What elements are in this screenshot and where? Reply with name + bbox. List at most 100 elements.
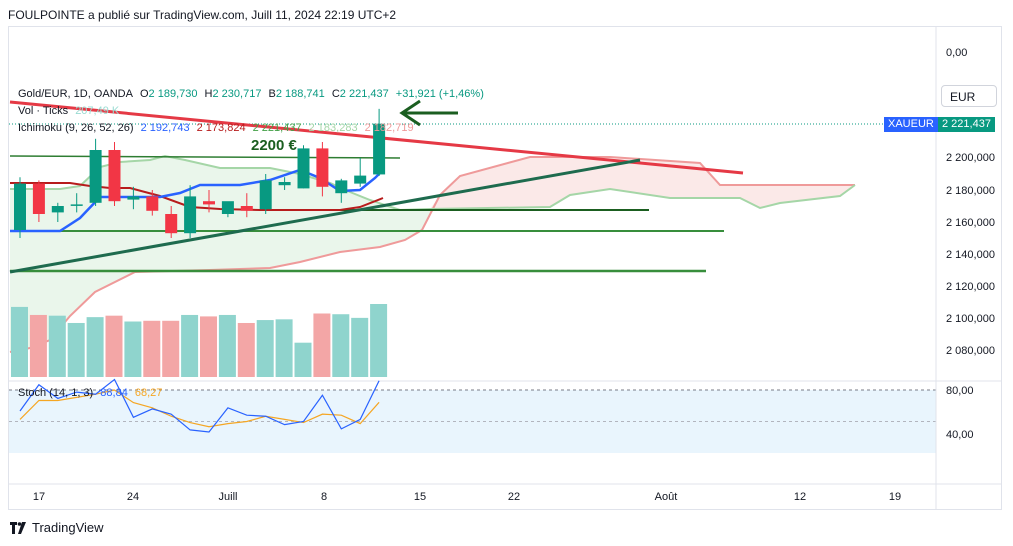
legend-change: +31,921 (+1,46%): [395, 88, 484, 100]
price-tick-label: 0,00: [946, 47, 967, 59]
ichimoku-kijun: 2 173,824: [196, 122, 246, 134]
uptrend-line: [9, 158, 641, 274]
symbol-tag: XAUEUR: [884, 117, 938, 132]
candle-body: [89, 150, 102, 203]
candle-body: [70, 204, 83, 206]
resistance-line: [9, 155, 401, 159]
ichimoku-chikou: 2 221,437: [252, 122, 302, 134]
time-tick-label: 17: [33, 491, 45, 503]
arrow-head-icon: [399, 99, 421, 127]
candle-body: [335, 180, 348, 194]
volume-bar: [86, 317, 104, 377]
candle-body: [221, 201, 234, 214]
candle-body: [259, 180, 272, 210]
time-tick-label: 12: [794, 491, 806, 503]
candle-body: [354, 175, 367, 184]
volume-bar: [294, 342, 312, 377]
time-tick-label: 19: [889, 491, 901, 503]
legend-ichimoku[interactable]: Ichimoku (9, 26, 52, 26) 2 192,743 2 173…: [18, 122, 418, 134]
volume-bar: [11, 306, 28, 377]
candle-body: [51, 206, 64, 213]
stoch-tick-label: 40,00: [946, 429, 974, 441]
candle-body: [203, 201, 215, 205]
volume-bar: [332, 314, 350, 377]
ichimoku-label: Ichimoku (9, 26, 52, 26): [18, 122, 134, 134]
ichimoku-tenkan: 2 192,743: [140, 122, 190, 134]
volume-value: 207,49 K: [75, 105, 120, 117]
price-tick-label: 2 180,000: [946, 185, 995, 197]
time-tick-label: 8: [321, 491, 327, 503]
stoch-label: Stoch (14, 1, 3): [18, 387, 94, 399]
time-tick-label: 15: [414, 491, 426, 503]
time-tick-label: Août: [655, 491, 678, 503]
publish-header: FOULPOINTE a publié sur TradingView.com,…: [8, 8, 397, 22]
price-tick-label: 2 140,000: [946, 249, 995, 261]
candle-body: [240, 206, 253, 211]
candle-body: [297, 148, 310, 189]
legend-stoch[interactable]: Stoch (14, 1, 3) 88,84 68,27: [18, 387, 166, 399]
volume-bar: [351, 317, 369, 377]
stoch-d-value: 68,27: [134, 387, 163, 399]
chart-frame: [8, 26, 1002, 510]
volume-bar: [313, 313, 331, 377]
volume-bar: [181, 314, 199, 377]
legend-close: 2 221,437: [339, 88, 389, 100]
brand-label: TradingView: [32, 520, 104, 535]
legend-low-label: B: [268, 88, 276, 100]
candle-body: [127, 196, 140, 200]
tradingview-logo-icon: [10, 521, 28, 534]
volume-bar: [29, 314, 47, 377]
candle-body: [184, 196, 197, 234]
legend-ohlc: Gold/EUR, 1D, OANDA O2 189,730 H2 230,71…: [18, 88, 488, 100]
stoch-k-line: [19, 378, 380, 433]
volume-bar: [124, 321, 142, 377]
time-tick-label: Juill: [219, 491, 238, 503]
volume-bar: [218, 314, 236, 377]
stoch-d-line: [19, 389, 380, 428]
time-tick-label: 24: [127, 491, 139, 503]
currency-selector[interactable]: EUR: [941, 85, 997, 107]
stoch-k-value: 88,84: [100, 387, 128, 399]
legend-symbol[interactable]: Gold/EUR, 1D, OANDA: [18, 88, 133, 100]
volume-bar: [143, 320, 161, 377]
volume-label: Vol · Ticks: [18, 105, 69, 117]
volume-bar: [370, 304, 388, 377]
candle-body: [146, 196, 159, 211]
legend-close-label: C: [331, 88, 340, 100]
volume-bar: [162, 320, 180, 377]
candle-body: [32, 183, 45, 214]
volume-bar: [67, 322, 85, 377]
volume-bar: [237, 322, 255, 377]
volume-bar: [256, 320, 274, 377]
stoch-tick-label: 80,00: [946, 385, 974, 397]
ichimoku-cloud-green: [10, 156, 855, 352]
price-tick-label: 2 100,000: [946, 313, 995, 325]
legend-high: 2 230,717: [212, 88, 262, 100]
candle-body: [14, 183, 26, 230]
candle-body: [278, 182, 291, 186]
price-tick-label: 2 080,000: [946, 345, 995, 357]
legend-open: 2 189,730: [148, 88, 198, 100]
volume-bar: [200, 316, 217, 377]
price-annotation: 2200 €: [251, 137, 297, 154]
candle-body: [316, 148, 329, 187]
candle-body: [373, 123, 386, 175]
ichimoku-span-a: 2 183,283: [308, 122, 358, 134]
legend-high-label: H: [204, 88, 213, 100]
last-price-tag: 2 221,437: [938, 117, 995, 132]
legend-open-label: O: [139, 88, 149, 100]
tradingview-brand[interactable]: TradingView: [10, 520, 104, 535]
ichimoku-span-b-line: [9, 156, 855, 353]
price-tick-label: 2 160,000: [946, 217, 995, 229]
volume-bar: [105, 315, 123, 377]
price-tick-label: 2 200,000: [946, 152, 995, 164]
candle-body: [108, 150, 121, 202]
legend-volume[interactable]: Vol · Ticks 207,49 K: [18, 105, 123, 117]
time-tick-label: 22: [508, 491, 520, 503]
volume-bar: [48, 315, 66, 377]
ichimoku-span-b: 2 182,719: [364, 122, 414, 134]
candle-body: [165, 214, 178, 234]
price-tick-label: 2 120,000: [946, 281, 995, 293]
volume-bar: [275, 319, 293, 377]
